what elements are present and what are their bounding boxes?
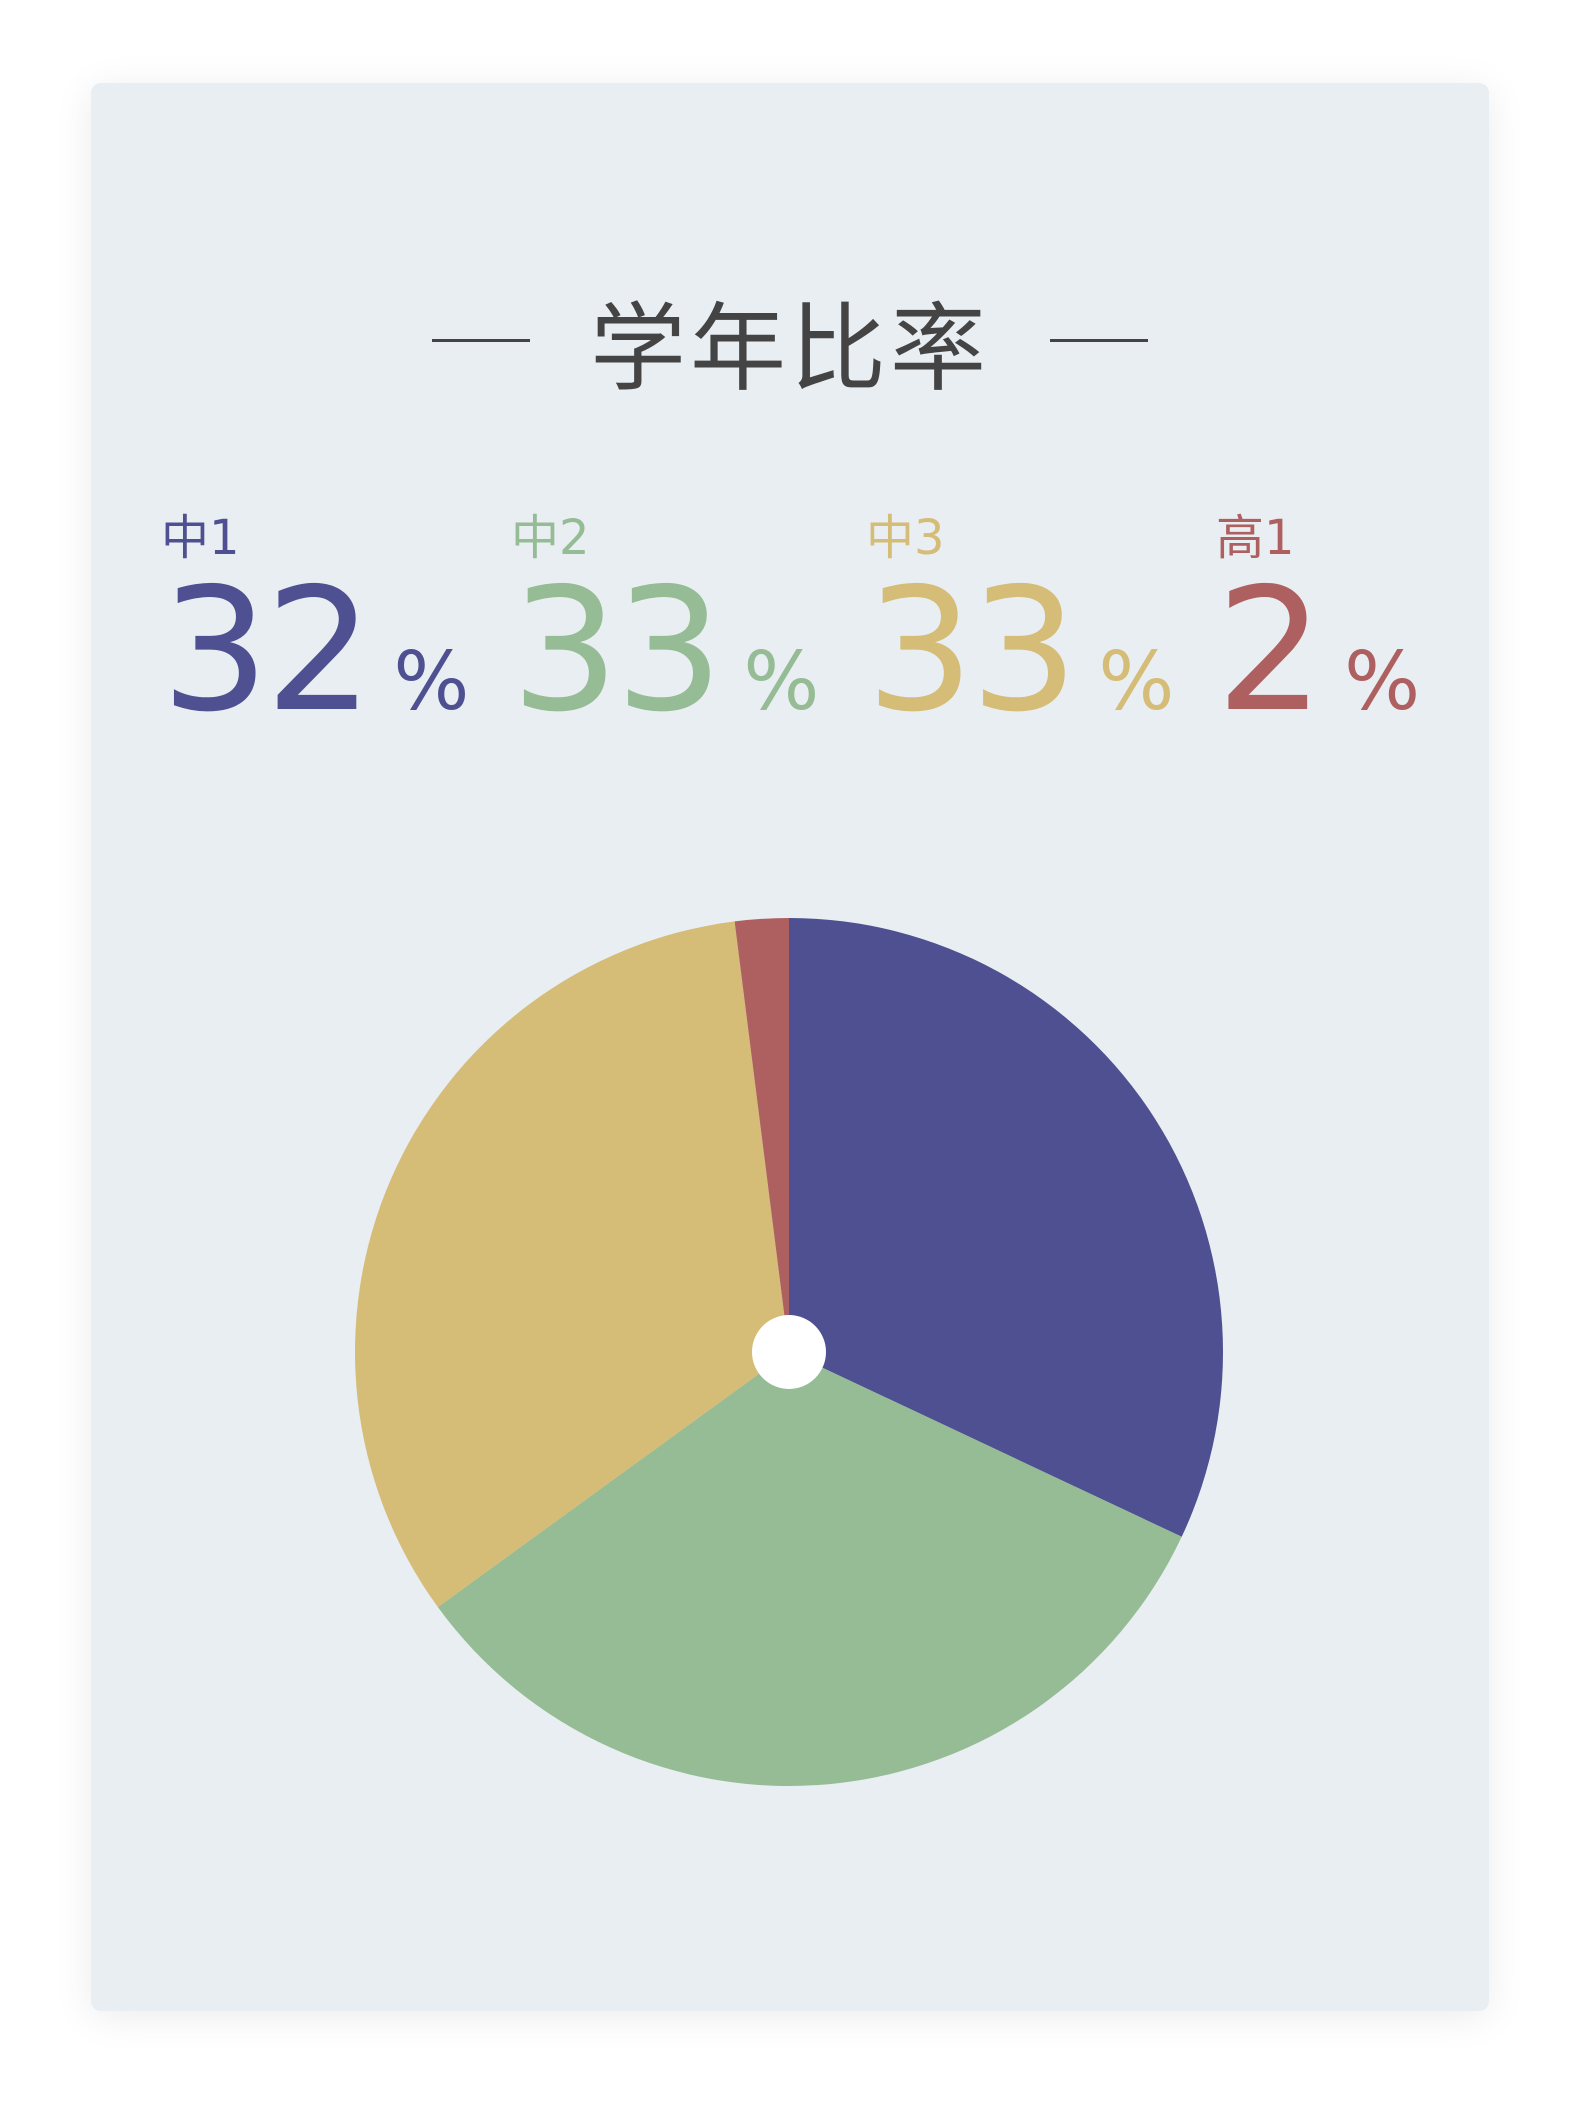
stat-3: 高1 2% [1216, 510, 1420, 736]
pie-slice-高1 [734, 918, 789, 1352]
pie-center-hole [752, 1315, 826, 1389]
chart-header: 学年比率 [0, 285, 1580, 405]
stat-label: 中3 [866, 510, 945, 566]
title-dash-left [432, 338, 530, 342]
stat-1: 中2 33% [511, 510, 819, 736]
chart-title: 学年比率 [590, 292, 990, 405]
stat-value: 33 [866, 552, 1078, 750]
stat-unit: % [743, 635, 820, 728]
stat-value: 32 [161, 552, 373, 750]
stat-2: 中3 33% [866, 510, 1174, 736]
stat-label: 高1 [1216, 510, 1295, 566]
title-dash-right [1050, 338, 1148, 342]
stat-unit: % [393, 635, 470, 728]
stat-0: 中1 32% [161, 510, 469, 736]
pie-slice-中3 [355, 921, 789, 1608]
pie-slice-中1 [789, 918, 1223, 1537]
stat-value: 2 [1216, 552, 1324, 750]
stat-unit: % [1098, 635, 1175, 728]
stat-label: 中1 [161, 510, 240, 566]
stat-unit: % [1344, 635, 1421, 728]
pie-slice-中2 [437, 1352, 1182, 1786]
stat-label: 中2 [511, 510, 590, 566]
stat-value: 33 [511, 552, 723, 750]
